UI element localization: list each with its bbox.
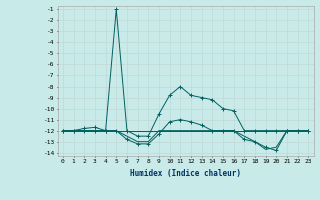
X-axis label: Humidex (Indice chaleur): Humidex (Indice chaleur) (130, 169, 241, 178)
